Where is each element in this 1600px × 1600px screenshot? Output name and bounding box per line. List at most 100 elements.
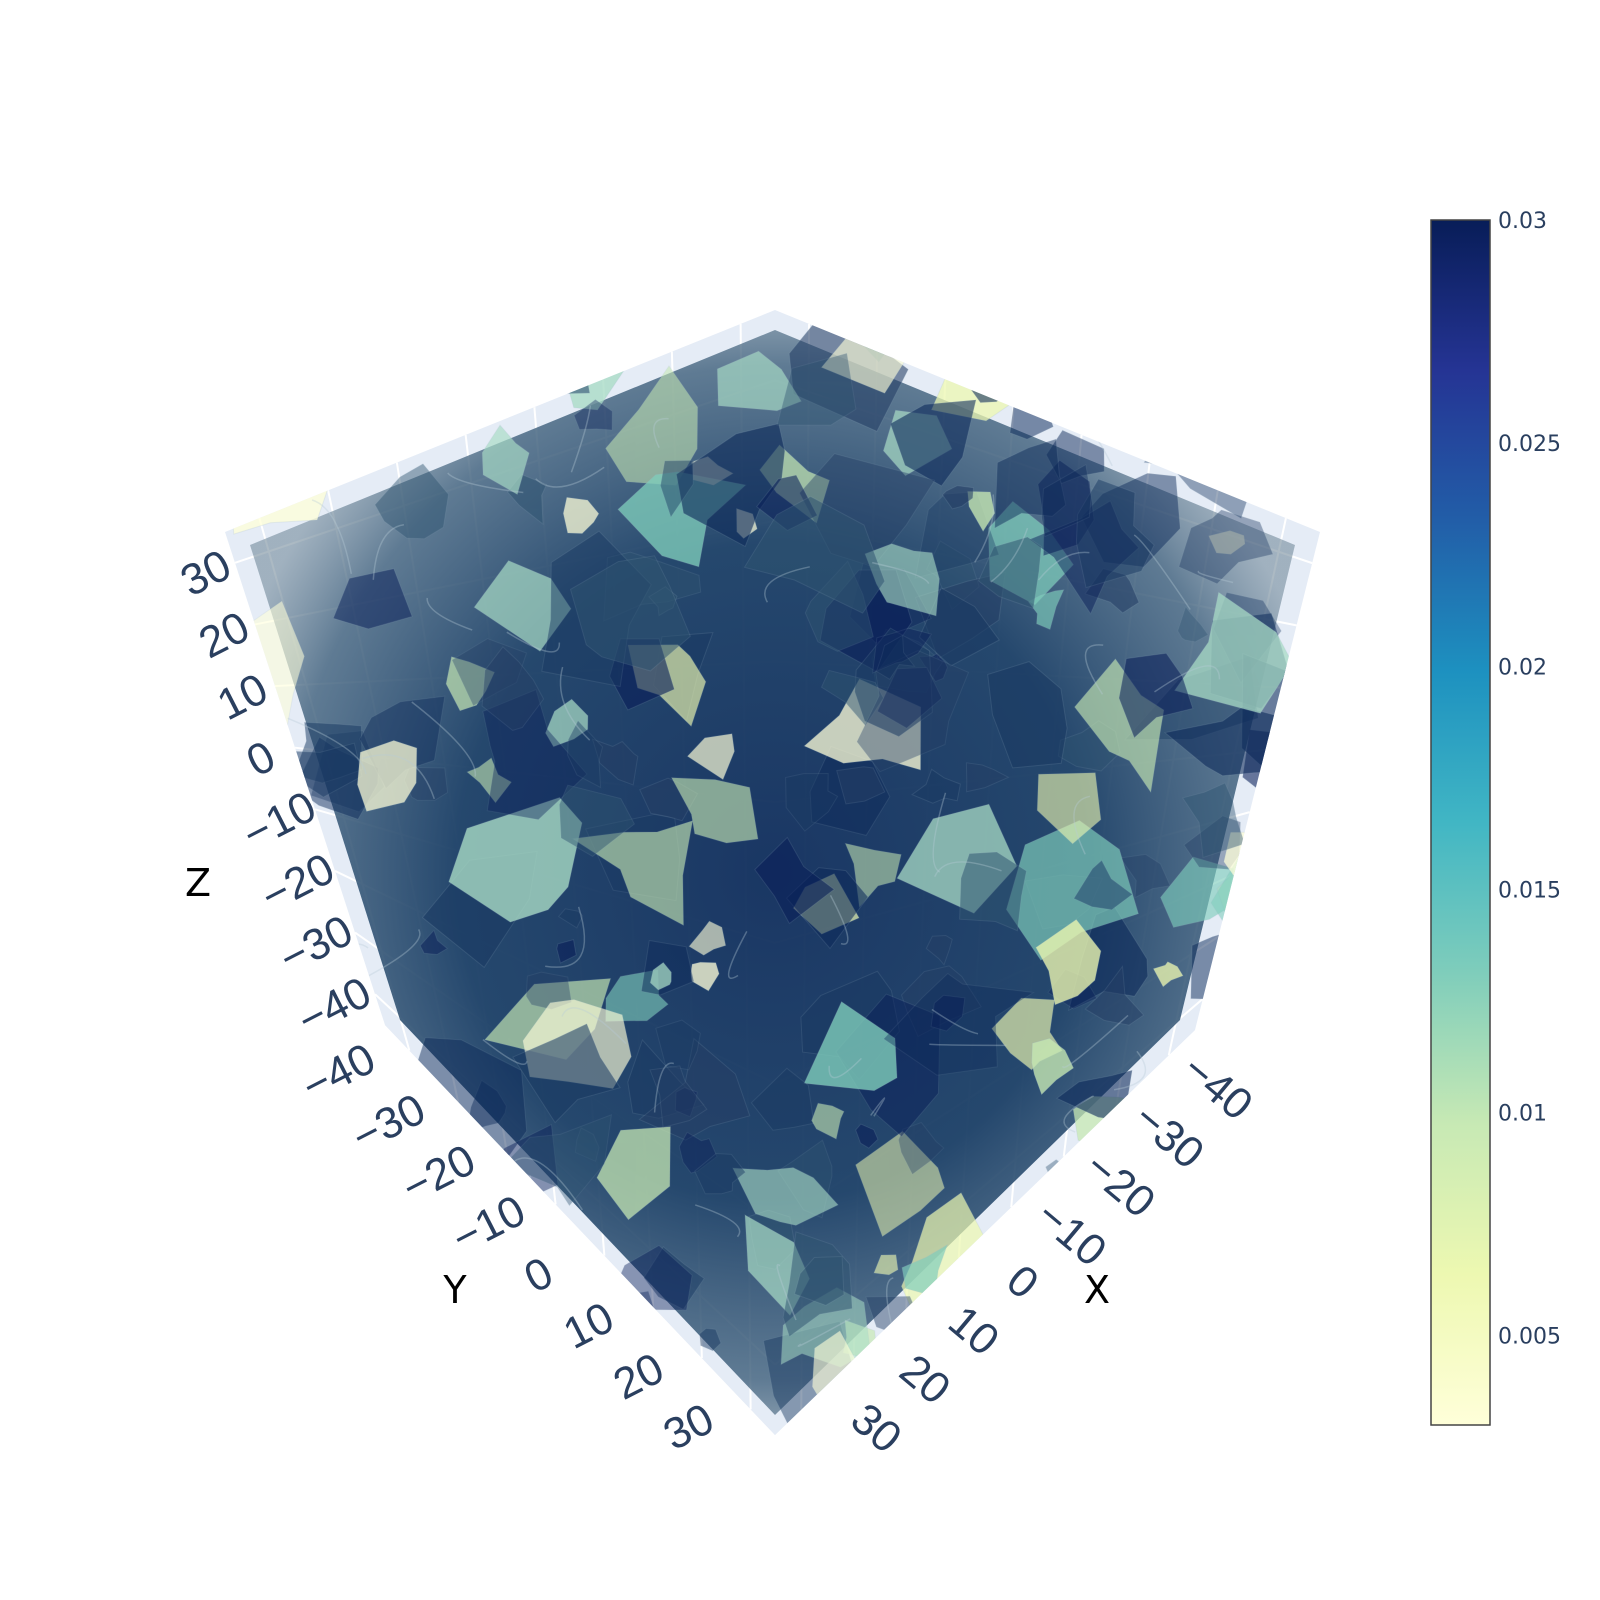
volume-surface-patch [562,496,600,535]
y-tick-label: 0 [517,1248,561,1303]
volume-contour-line [872,561,930,585]
volume-surface-patch [686,733,735,781]
volume-surface-patch [1178,1389,1215,1419]
volume-contour-line [535,466,605,488]
volume-surface-patch [500,1371,544,1420]
volume-surface-patch [854,1130,946,1238]
volume-surface-patch [272,1270,361,1350]
volume-surface-patch [558,784,636,858]
volume-contour-line [931,1008,979,1035]
z-tick-label: 20 [191,602,257,668]
volume-surface-patch [279,1183,339,1243]
volume-contour-line [828,1057,862,1079]
volume-surface-patch [776,352,857,426]
volume-surface-patch [690,961,720,992]
x-tick-label: −40 [1173,1044,1262,1130]
volume-contour-line [870,1097,886,1117]
volume-surface-patch [1197,392,1261,447]
volume-surface-patch [557,908,584,929]
volume-contour-line [1133,534,1191,610]
volume-surface-patch [1041,463,1092,538]
volume-surface-patch [699,1327,722,1352]
volume-surface-patch [994,438,1067,529]
volume-surface-patch [855,1123,879,1149]
volume-surface-patch [569,555,691,672]
volume-surface-patch [649,1065,708,1129]
volume-trace [225,310,1320,1435]
volume-surface-patch [675,422,786,548]
volume-surface-patch [1258,975,1310,1035]
volume-surface-patch [1082,1369,1144,1424]
volume-surface-patch [1181,782,1246,859]
volume-surface-patch [481,424,530,496]
volume-surface-patch [324,1257,383,1319]
volume-contour-line [990,527,1029,583]
volume-surface-patch [356,739,418,812]
z-tick-label: 0 [239,732,283,787]
volume-surface-patch [512,1023,621,1124]
x-axis-title: X [1084,1268,1110,1312]
volume-contour-line [514,1157,584,1211]
volume-surface-patch [882,972,1035,1076]
volume-surface-patch [856,650,970,773]
volume-surface-patch [376,1354,399,1386]
volume-surface-patch [332,568,413,630]
volume-surface-patch [1118,652,1194,739]
volume-surface-patch [649,961,672,991]
volume-surface-patch [670,777,759,844]
volume-contour-line [1063,1095,1094,1133]
volume-surface-patch [1119,853,1171,899]
volume-surface-patch [1175,1290,1217,1339]
volume-surface-patch [1073,859,1134,911]
x-tick-label: −10 [1027,1191,1116,1277]
volume-surface-patch [1031,1037,1075,1096]
volume-surface-patch [750,1067,815,1131]
volume-contour-line [426,597,473,631]
volume-contour-line [727,931,748,979]
volume-surface-patch [1149,1272,1197,1344]
volume-surface-patch [977,536,1042,610]
colorbar-tick-label: 0.02 [1498,655,1547,680]
volume-surface-patch [466,757,513,804]
z-tick-label: 30 [173,540,239,606]
volume-surface-patch [678,1131,718,1174]
volume-surface-patch [875,634,916,680]
volume-contour-line [797,1318,851,1347]
volume-surface-patch [655,1019,701,1071]
volume-surface-patch [1264,360,1309,410]
volume-surface-patch [925,934,953,966]
volume-contour-line [561,1007,627,1045]
volume-surface-patch [754,836,835,925]
volume-surface-patch [836,766,886,805]
volume-surface-patch [419,929,449,956]
y-tick-label: −30 [344,1085,433,1163]
volume-contour-line [358,928,421,982]
z-tick-label: −40 [290,968,379,1046]
volume-surface-patch [803,1000,898,1092]
volume-surface-patch [1198,1391,1223,1419]
x-tick-label: −20 [1076,1142,1165,1228]
y-tick-label: 20 [606,1344,672,1410]
volume-surface-patch [743,495,886,614]
y-tick-label: 10 [556,1293,622,1359]
volume-surface-patch [349,434,391,470]
volume-surface-patch [1152,961,1184,988]
volume-surface-patch [811,1102,845,1140]
volume-surface-patch [1177,605,1209,643]
volume-surface-patch [238,411,307,459]
volume-contour-line [1084,644,1104,695]
volume-contour-line [653,1062,675,1113]
volume-surface-patch [1084,965,1145,1026]
volume-contour-line [929,1043,1007,1047]
volume-surface-patch [1036,772,1102,845]
volume-contour-line [1037,551,1090,581]
volume-surface-patch [854,627,933,738]
volume-surface-patch [1084,568,1140,614]
volume-surface-patch [897,1121,945,1176]
colorbar: 0.03 0.025 0.02 0.015 0.01 0.005 [1430,209,1561,1426]
volume-surface-patch [556,938,577,964]
volume-surface-patch [287,1256,405,1350]
x-tick-label: 10 [939,1296,1008,1365]
volume-surface-patch [244,1176,316,1240]
